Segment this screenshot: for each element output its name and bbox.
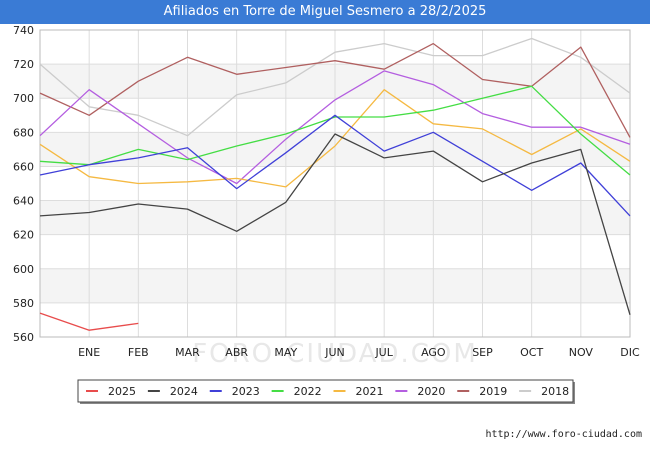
x-axis-ticks: ENE FEB MAR ABR MAY JUN JUL AGO SEP OCT NOV DIC: [78, 346, 640, 359]
x-tick-label: JUN: [324, 346, 345, 359]
series-line-2018: [39, 37, 631, 137]
x-tick-label: JUL: [374, 346, 393, 359]
legend-label-2022: 2022: [294, 385, 322, 398]
x-tick-label: AGO: [421, 346, 446, 359]
series-line-2023: [39, 114, 631, 217]
y-tick-label: 680: [13, 126, 34, 139]
series-line-2024: [39, 133, 631, 315]
x-tick-label: MAY: [274, 346, 297, 359]
y-tick-label: 640: [13, 195, 34, 208]
plot-frame: [39, 29, 631, 338]
legend-label-2020: 2020: [417, 385, 445, 398]
y-tick-label: 560: [13, 331, 34, 344]
y-tick-label: 580: [13, 297, 34, 310]
footer-url: http://www.foro-ciudad.com: [485, 429, 642, 440]
y-tick-label: 700: [13, 92, 34, 105]
watermark-text: FORO-CIUDAD.COM: [192, 339, 478, 369]
series-line-2020: [39, 70, 631, 185]
legend-label-2019: 2019: [479, 385, 507, 398]
y-axis-ticks: 560 580 600 620 640 660 680 700 720 740: [13, 24, 34, 344]
series-lines: [39, 37, 631, 331]
legend-label-2021: 2021: [356, 385, 384, 398]
y-tick-label: 740: [13, 24, 34, 37]
y-tick-label: 720: [13, 58, 34, 71]
legend-label-2024: 2024: [170, 385, 198, 398]
legend-box: [77, 379, 574, 403]
y-tick-label: 620: [13, 229, 34, 242]
x-tick-label: FEB: [128, 346, 149, 359]
y-tick-label: 660: [13, 160, 34, 173]
y-tick-label: 600: [13, 263, 34, 276]
series-line-2022: [39, 85, 631, 176]
x-tick-label: ENE: [78, 346, 100, 359]
legend-label-2018: 2018: [541, 385, 569, 398]
legend-label-2023: 2023: [232, 385, 260, 398]
legend-label-2025: 2025: [108, 385, 136, 398]
title-bar: [0, 0, 650, 24]
x-tick-label: ABR: [225, 346, 248, 359]
x-tick-label: DIC: [620, 346, 640, 359]
x-tick-label: SEP: [472, 346, 493, 359]
x-tick-label: OCT: [520, 346, 543, 359]
x-tick-label: NOV: [569, 346, 594, 359]
series-line-2021: [39, 89, 631, 188]
chart-title: Afiliados en Torre de Miguel Sesmero a 2…: [163, 4, 487, 19]
legend: 2025 2024 2023 2022 2021 2020 2019 2018: [77, 379, 575, 404]
x-tick-label: MAR: [175, 346, 200, 359]
series-line-2025: [39, 312, 139, 331]
